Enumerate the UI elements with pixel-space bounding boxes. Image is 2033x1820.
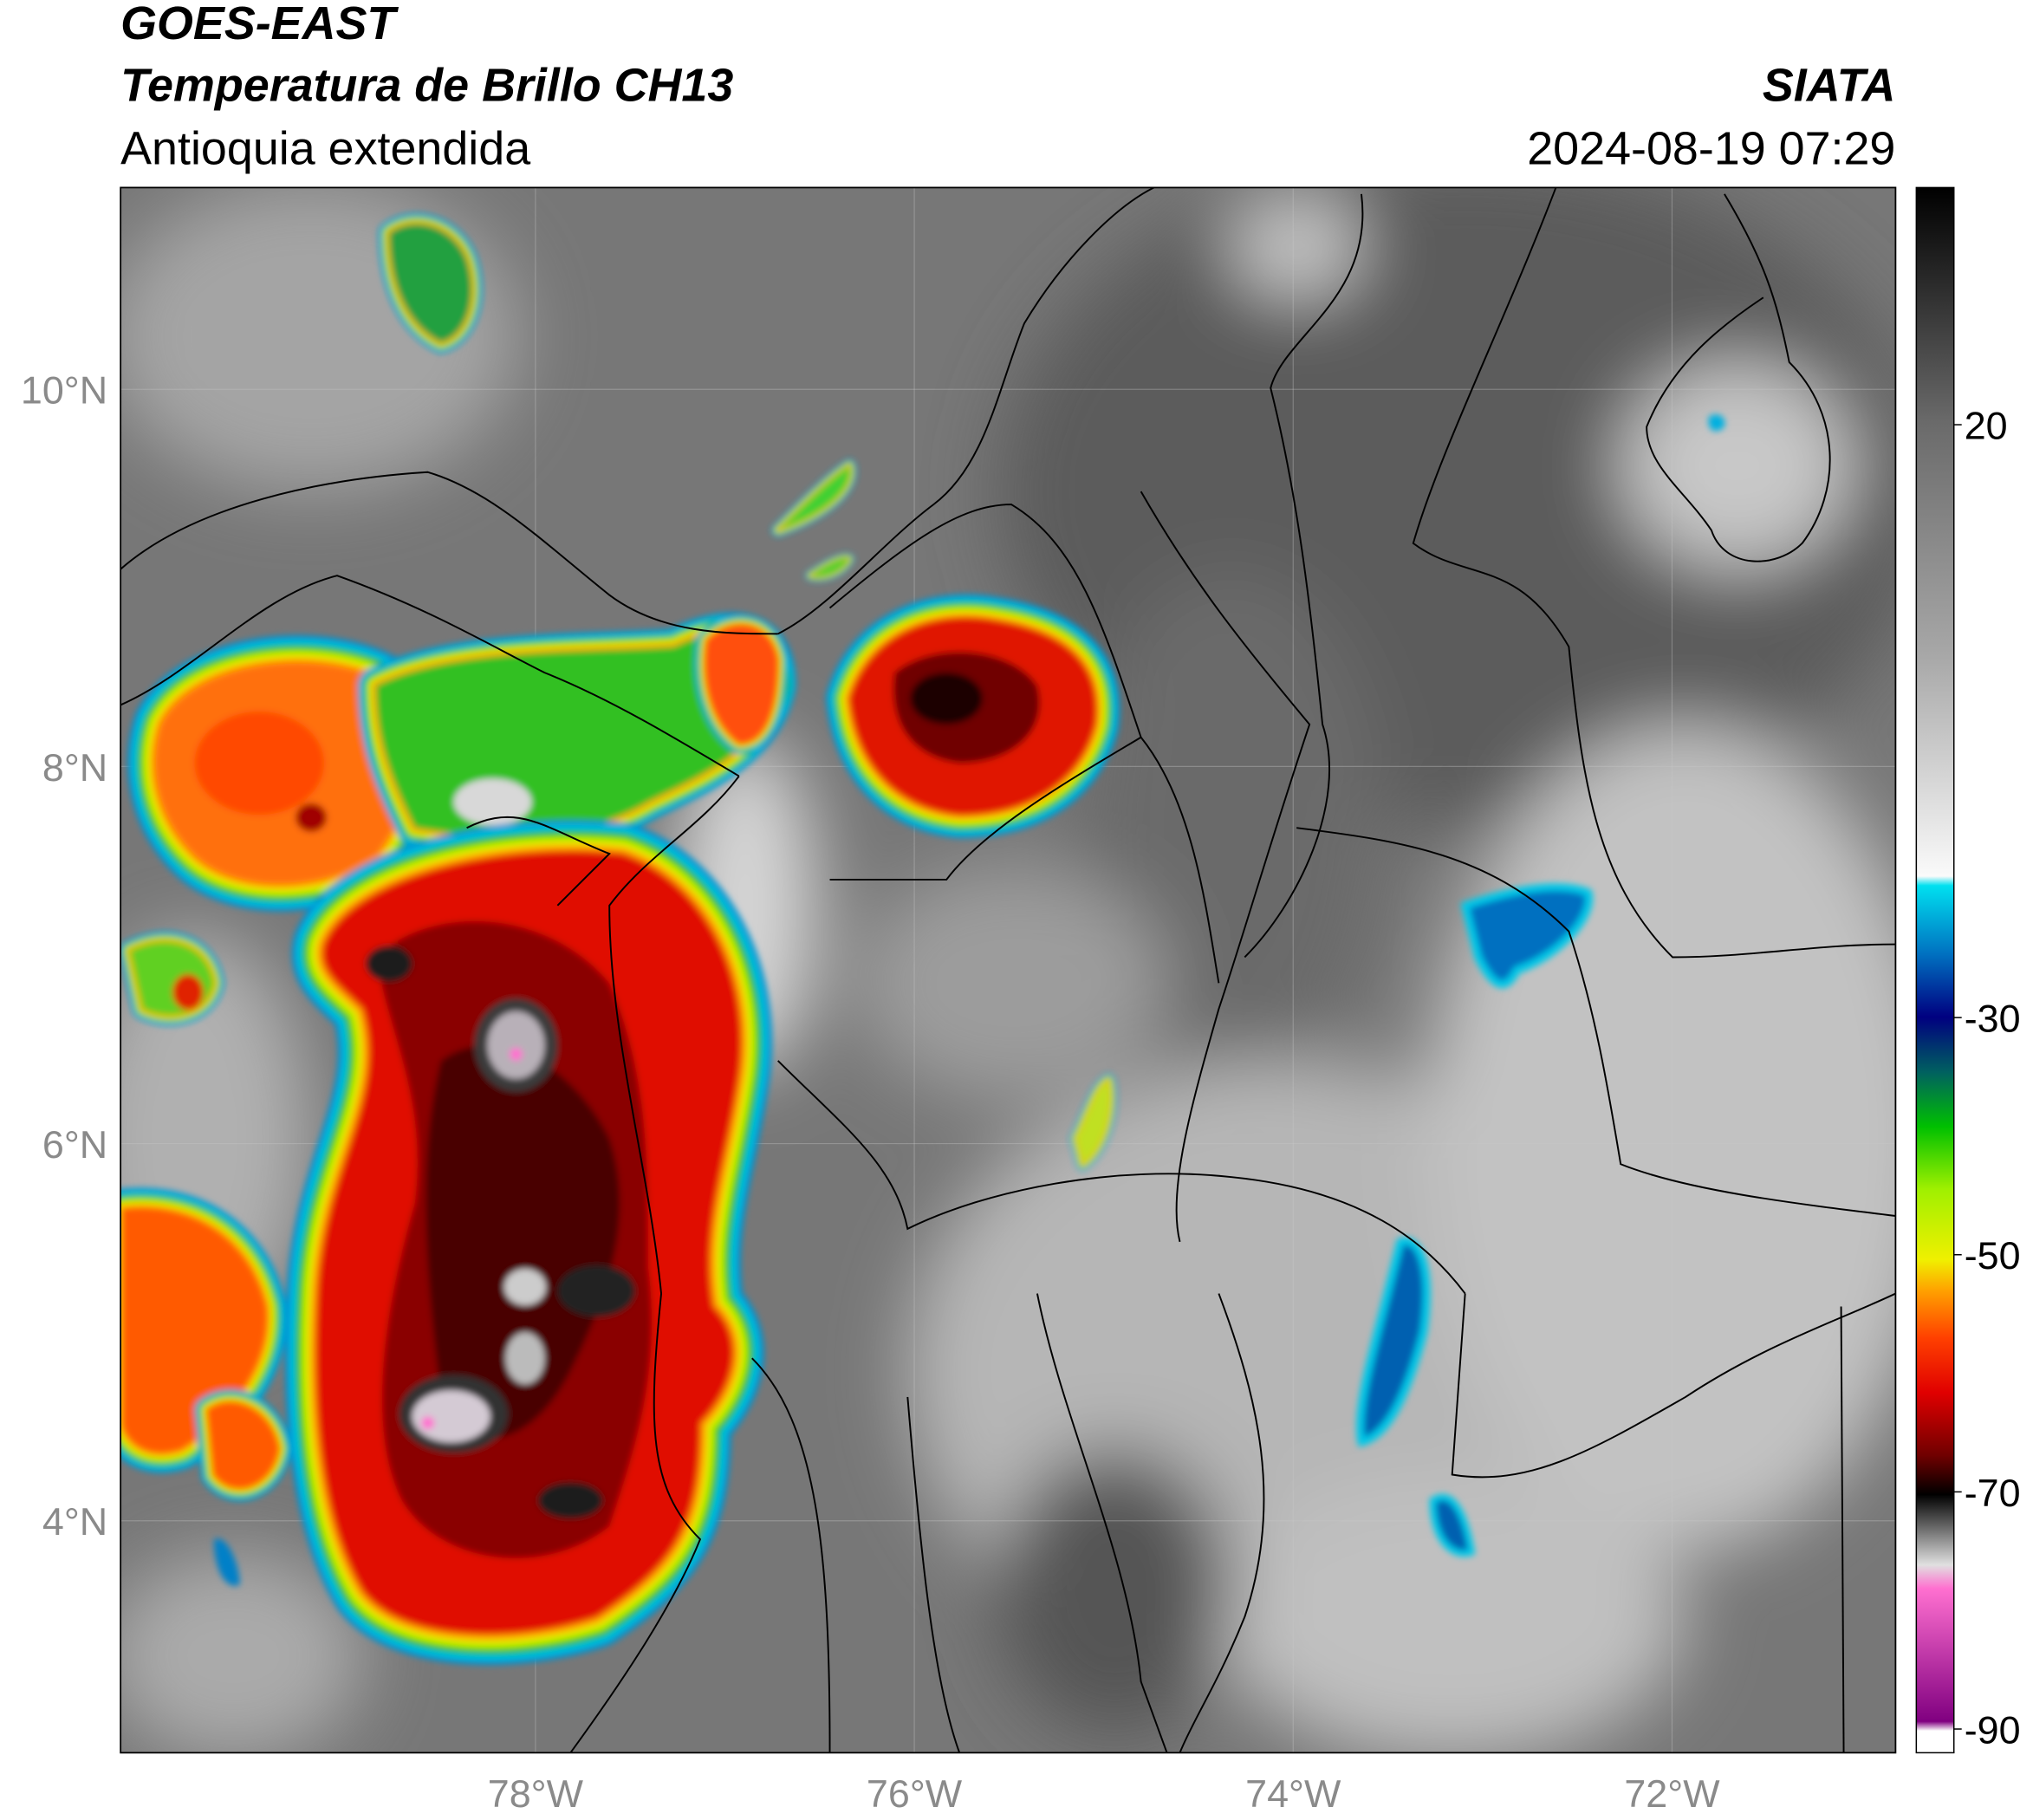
x-tick-label: 76°W [867, 1771, 963, 1816]
storm-cell [120, 931, 224, 1026]
cloud [998, 1448, 1232, 1733]
border [1451, 1292, 1896, 1479]
storm-spot [194, 711, 325, 816]
timestamp: 2024-08-19 07:29 [1527, 123, 1895, 175]
storm-cell [805, 553, 854, 582]
border [751, 1357, 831, 1753]
border [1179, 1293, 1265, 1753]
border [466, 816, 611, 907]
storm-spot [365, 946, 412, 982]
cloud [1621, 361, 1854, 569]
y-tick-label: 8°N [42, 745, 107, 790]
storm-spot [505, 1332, 545, 1385]
colorbar-tick-label: -90 [1965, 1707, 2021, 1752]
storm-cell [1069, 1073, 1117, 1171]
storm-spot [453, 778, 532, 826]
border [1840, 1306, 1845, 1753]
source: SIATA [1763, 59, 1896, 111]
storm-core [425, 1045, 620, 1439]
border [1140, 491, 1311, 1243]
border [777, 187, 1155, 635]
storm-core [705, 624, 778, 744]
storm-cell [1460, 883, 1594, 989]
border [1646, 193, 1831, 562]
border [120, 471, 778, 635]
region: Antioquia extendida [120, 123, 530, 175]
storm-cell [1708, 414, 1725, 432]
border [1412, 187, 1896, 959]
colorbar-tick-label: -50 [1965, 1233, 2021, 1277]
cloud [1231, 193, 1361, 298]
y-tick-label: 6°N [42, 1122, 107, 1167]
storm-cell [771, 458, 857, 537]
storm-core [777, 465, 850, 530]
storm-cell [378, 213, 483, 354]
storm-spot [504, 1269, 546, 1305]
subtitle: Temperatura de Brillo CH13 [120, 59, 733, 111]
storm-core [1075, 1080, 1111, 1165]
border [1036, 1293, 1168, 1753]
storm-cell [1429, 1493, 1476, 1557]
colorbar-tick-label: 20 [1965, 404, 2008, 448]
cloud [120, 1552, 363, 1753]
storm-core [810, 558, 849, 577]
border [829, 736, 1142, 881]
borders [120, 187, 1896, 1753]
axes: 78°W 76°W 74°W 72°W 4°N 6°N 8°N 10°N 20 -30 -50 -70… [21, 368, 2021, 1816]
cloud [1426, 724, 1896, 1552]
map [120, 187, 1896, 1753]
storm-spot [537, 1482, 603, 1519]
storm-spot [910, 673, 984, 725]
x-tick-label: 72°W [1624, 1771, 1720, 1816]
storm-cell [213, 1538, 240, 1586]
storm-core [207, 1402, 279, 1489]
border [569, 775, 740, 1753]
cloud [855, 867, 1167, 1100]
border [828, 504, 1220, 984]
storm-core [388, 224, 472, 343]
colorbar-tick-label: -70 [1965, 1471, 2021, 1515]
border [1244, 193, 1364, 959]
cloud [1218, 1474, 1686, 1753]
colorbar [1915, 186, 1955, 1754]
title: GOES-EAST [120, 0, 399, 49]
storm-spot [509, 1047, 523, 1061]
storm-spot [172, 973, 204, 1011]
storm-spot [487, 1011, 545, 1079]
colorbar-tick-label: -30 [1965, 997, 2021, 1041]
storm-spot [421, 1416, 435, 1430]
storm-spot [296, 803, 328, 832]
storm-spot [412, 1390, 490, 1443]
border [906, 1396, 961, 1753]
storms [120, 213, 1725, 1666]
x-tick-label: 78°W [488, 1771, 584, 1816]
border [777, 1060, 1466, 1295]
storm-cell [694, 614, 789, 755]
y-tick-label: 4°N [42, 1499, 107, 1544]
x-tick-label: 74°W [1245, 1771, 1341, 1816]
storm-cell [1356, 1237, 1431, 1447]
border [1296, 827, 1896, 1217]
border [120, 575, 740, 777]
map-frame [120, 186, 1897, 1754]
y-tick-label: 10°N [21, 368, 107, 413]
storm-cell [194, 1389, 292, 1501]
storm-spot [557, 1264, 636, 1317]
